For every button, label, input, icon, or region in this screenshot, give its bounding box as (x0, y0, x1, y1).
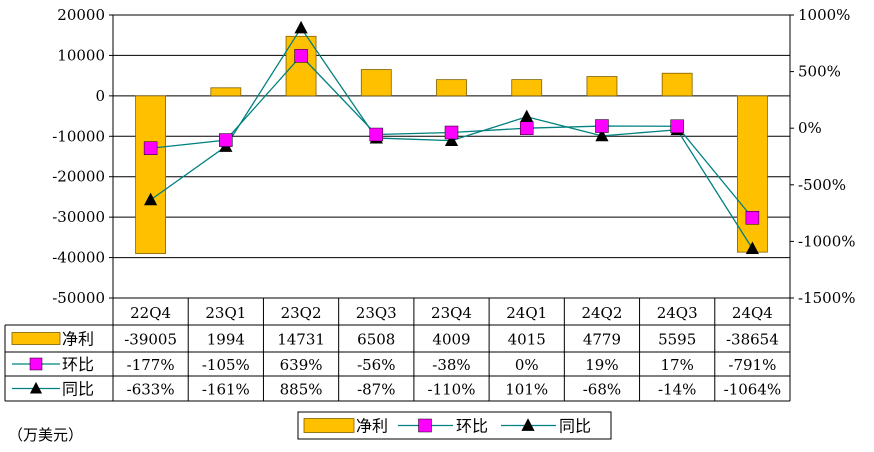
bar (661, 72, 693, 97)
y-left-tick-label: -20000 (52, 168, 105, 186)
data-label: -14% (658, 381, 696, 399)
category-label: 23Q4 (431, 304, 472, 322)
y-right-tick-label: 1000% (798, 6, 850, 24)
data-label: -87% (357, 381, 395, 399)
category-label: 24Q2 (581, 304, 622, 322)
data-label: -39005 (124, 331, 177, 349)
qoq-point (444, 125, 459, 140)
qoq-point (595, 119, 609, 133)
y-left-tick-label: -30000 (52, 208, 105, 226)
legend-key-triangle (521, 418, 535, 431)
data-label: 1994 (207, 331, 245, 349)
category-label: 23Q1 (205, 304, 246, 322)
y-right-tick-label: -500% (798, 176, 846, 194)
legend-key-bar (303, 418, 355, 433)
data-label: -38654 (726, 331, 779, 349)
qoq-point (219, 133, 233, 147)
y-right-tick-label: 0% (798, 119, 822, 137)
table-row-label: 同比 (62, 380, 94, 399)
data-label: -633% (127, 381, 175, 399)
yoy-point (444, 133, 459, 147)
data-label: -161% (202, 381, 250, 399)
bar (360, 69, 392, 97)
y-left-tick-label: -10000 (52, 127, 105, 145)
y-left-tick-label: 10000 (57, 46, 105, 64)
data-label: -38% (432, 356, 470, 374)
y-left-tick-label: -50000 (52, 289, 105, 307)
legend-key-square (418, 418, 432, 433)
data-label: 4779 (583, 331, 621, 349)
data-label: -791% (728, 356, 776, 374)
data-label: 639% (280, 356, 323, 374)
table-key-triangle (29, 381, 43, 394)
data-label: -1064% (724, 381, 782, 399)
bar (511, 79, 543, 97)
legend-label: 环比 (456, 417, 488, 436)
unit-note: （万美元） (8, 426, 84, 444)
bar (210, 87, 242, 97)
legend-label: 净利 (356, 417, 388, 436)
qoq-point (670, 119, 684, 134)
category-label: 24Q4 (732, 304, 773, 322)
table-row-label: 净利 (62, 330, 94, 349)
yoy-point (144, 192, 158, 206)
table-key-bar (11, 332, 61, 345)
y-left-tick-label: -40000 (52, 249, 105, 267)
data-label: 885% (280, 381, 323, 399)
yoy-point (294, 20, 308, 34)
data-label: -110% (428, 381, 476, 399)
data-label: 101% (505, 381, 548, 399)
category-label: 23Q3 (356, 304, 397, 322)
data-label: 6508 (357, 331, 395, 349)
y-left-tick-label: 0 (95, 87, 105, 105)
y-left-tick-label: 20000 (57, 6, 105, 24)
legend-label: 同比 (559, 417, 591, 436)
data-label: 4009 (432, 331, 470, 349)
qoq-point (294, 49, 308, 63)
category-label: 24Q1 (506, 304, 547, 322)
yoy-point (520, 109, 534, 123)
qoq-point (745, 210, 760, 225)
qoq-point (369, 127, 384, 142)
data-label: 17% (660, 356, 693, 374)
bar (736, 95, 768, 253)
data-label: -105% (202, 356, 250, 374)
data-label: -177% (127, 356, 175, 374)
category-label: 24Q3 (657, 304, 698, 322)
category-label: 23Q2 (281, 304, 322, 322)
bar (436, 79, 467, 97)
yoy-point (745, 241, 759, 255)
data-label: 5595 (658, 331, 696, 349)
bar (135, 95, 167, 254)
bar (586, 76, 618, 97)
y-right-tick-label: -1000% (798, 232, 856, 250)
plot-area-border (112, 14, 791, 299)
data-label: 0% (515, 356, 539, 374)
data-label: 14731 (277, 331, 325, 349)
y-right-tick-label: 500% (798, 63, 841, 81)
yoy-point (595, 128, 609, 142)
table-key-square (29, 357, 43, 371)
data-label: 19% (585, 356, 618, 374)
qoq-point (519, 121, 534, 135)
table-row-label: 环比 (62, 355, 94, 374)
qoq-point (143, 141, 158, 155)
y-right-tick-label: -1500% (798, 289, 856, 307)
data-label: -56% (357, 356, 395, 374)
data-label: 4015 (508, 331, 546, 349)
category-label: 22Q4 (130, 304, 171, 322)
data-label: -68% (583, 381, 621, 399)
